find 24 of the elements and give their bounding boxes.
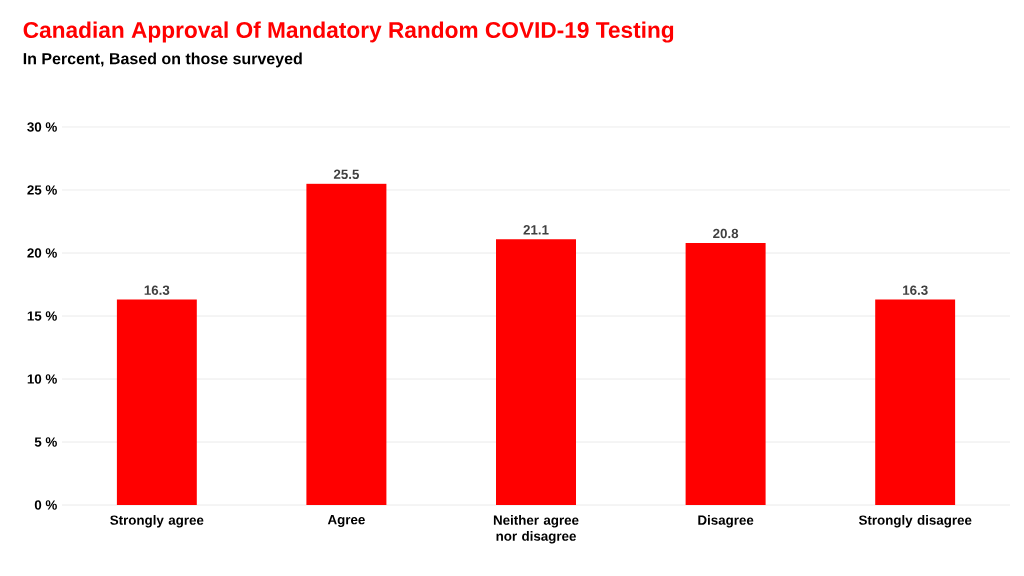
y-tick-label: 30 %	[27, 122, 57, 132]
y-tick-label: 25 %	[27, 185, 57, 195]
y-tick-label: 10 %	[27, 374, 57, 384]
x-tick-label: Disagree	[698, 515, 754, 528]
chart-subtitle: In Percent, Based on those surveyed	[23, 52, 302, 68]
bar	[875, 299, 956, 505]
y-tick-label: 20 %	[27, 248, 57, 258]
x-tick-label: Agree	[327, 515, 365, 528]
data-label: 16.3	[144, 285, 170, 295]
y-tick-label: 0 %	[34, 500, 57, 510]
data-label: 21.1	[523, 225, 549, 235]
data-label: 20.8	[713, 228, 739, 239]
bar	[496, 239, 577, 505]
x-tick-label: Strongly disagree	[858, 515, 972, 528]
bar	[306, 183, 387, 505]
bar	[685, 242, 766, 505]
x-tick-label: Strongly agree	[110, 515, 204, 528]
bar	[116, 299, 197, 505]
y-tick-label: 15 %	[27, 311, 57, 321]
chart-title: Canadian Approval Of Mandatory Random COVID-19 Testing	[23, 21, 674, 43]
y-tick-label: 5 %	[34, 437, 57, 447]
data-label: 25.5	[333, 169, 360, 179]
data-label: 16.3	[903, 285, 928, 295]
x-tick-label: Neither agree nor disagree	[493, 515, 579, 544]
